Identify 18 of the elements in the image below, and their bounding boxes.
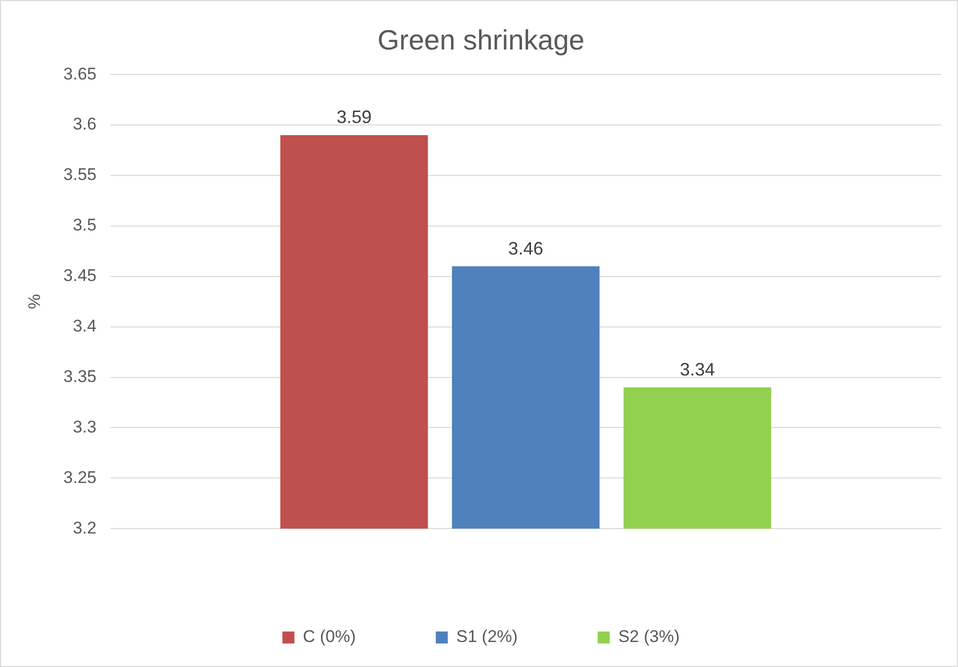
legend-label: C (0%) [302,627,356,646]
y-tick-label: 3.2 [72,518,96,538]
legend-label: S1 (2%) [456,627,518,646]
y-tick-label: 3.25 [63,468,96,487]
y-tick-label: 3.6 [72,114,96,134]
data-label: 3.59 [336,107,372,128]
y-tick-label: 3.55 [63,165,96,184]
y-tick-label: 3.5 [72,216,96,235]
data-label: 3.34 [680,359,715,380]
chart-title: Green shrinkage [377,24,585,56]
legend-label: S2 (3%) [618,627,680,646]
y-axis-title: % [24,294,44,310]
y-tick-label: 3.4 [72,316,96,336]
y-tick-label: 3.65 [63,64,96,84]
y-tick-label: 3.35 [63,366,96,386]
y-tick-label: 3.3 [72,417,96,436]
y-tick-label: 3.45 [63,266,96,286]
data-label: 3.46 [508,238,544,258]
